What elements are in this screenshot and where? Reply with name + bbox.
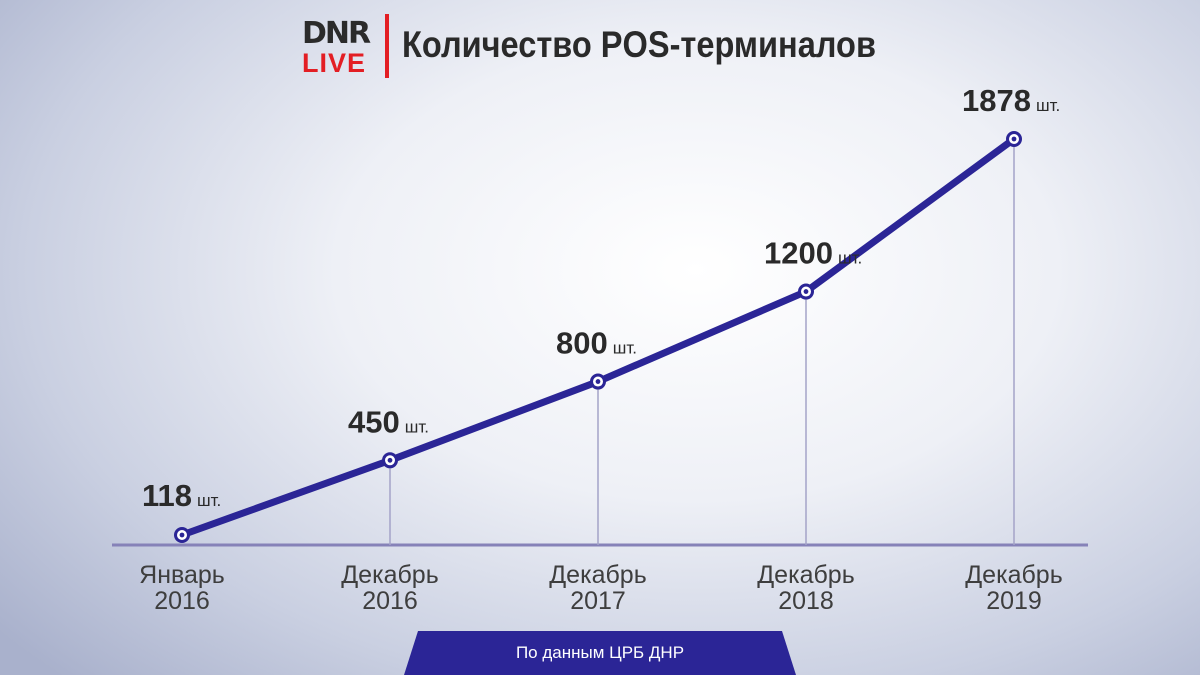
x-tick-label: Декабрь 2017 — [549, 561, 646, 615]
tick-year: 2018 — [778, 587, 834, 615]
data-point-center — [803, 289, 809, 294]
x-tick-label: Декабрь 2016 — [341, 561, 438, 615]
data-point-center — [387, 457, 393, 463]
value-label: 1200 шт. — [764, 236, 862, 271]
value-number: 450 — [348, 404, 400, 439]
data-point — [590, 373, 606, 390]
data-point-center — [179, 532, 185, 538]
x-tick-label: Январь 2016 — [139, 561, 225, 615]
x-tick-label: Декабрь 2019 — [965, 561, 1062, 615]
value-label: 450 шт. — [348, 404, 429, 439]
tick-month: Декабрь — [549, 561, 646, 589]
value-unit: шт. — [405, 417, 429, 436]
logo-dnr-text: DNR — [302, 16, 371, 51]
tick-month: Декабрь — [341, 561, 438, 589]
page-title: Количество POS-терминалов — [402, 24, 876, 65]
tick-year: 2016 — [362, 587, 418, 615]
source-banner: По данным ЦРБ ДНР — [404, 631, 796, 675]
value-unit: шт. — [197, 491, 221, 510]
x-tick-label: Декабрь 2018 — [757, 561, 854, 615]
source-text: По данным ЦРБ ДНР — [515, 643, 685, 662]
value-number: 118 — [142, 478, 192, 513]
tick-year: 2017 — [570, 587, 626, 615]
value-number: 1200 — [764, 236, 833, 271]
value-label: 1878 шт. — [962, 83, 1060, 118]
data-markers — [174, 131, 1022, 543]
tick-month: Декабрь — [965, 561, 1062, 589]
data-point-center — [1011, 136, 1017, 142]
value-label: 800 шт. — [556, 326, 637, 361]
data-point — [798, 283, 814, 300]
value-unit: шт. — [613, 339, 637, 358]
data-point — [174, 527, 190, 543]
value-unit: шт. — [838, 249, 862, 268]
guide-lines — [389, 139, 1015, 545]
tick-year: 2019 — [986, 587, 1042, 615]
data-point — [1006, 131, 1022, 147]
data-point — [382, 452, 398, 469]
header-divider — [385, 14, 389, 78]
value-labels: 118 шт. 450 шт. 800 шт. 1200 шт. 1878 шт. — [142, 83, 1060, 513]
value-unit: шт. — [1036, 96, 1060, 115]
value-number: 1878 — [962, 83, 1031, 118]
value-number: 800 — [556, 326, 608, 361]
dnr-live-logo: DNR LIVE — [302, 14, 372, 80]
value-label: 118 шт. — [142, 478, 221, 513]
tick-year: 2016 — [154, 587, 210, 615]
tick-month: Январь — [139, 561, 225, 589]
data-point-center — [595, 379, 601, 384]
logo-live-text: LIVE — [302, 48, 367, 78]
tick-month: Декабрь — [757, 561, 854, 589]
